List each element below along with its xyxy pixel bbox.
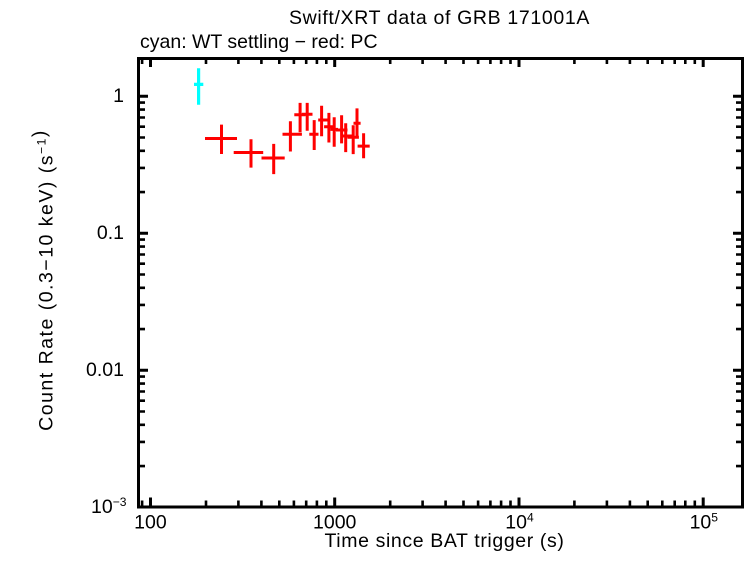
svg-text:105: 105: [690, 511, 719, 534]
svg-text:1000: 1000: [313, 512, 357, 534]
svg-text:100: 100: [134, 512, 167, 534]
svg-text:Swift/XRT data of GRB 171001A: Swift/XRT data of GRB 171001A: [289, 7, 590, 29]
svg-text:0.1: 0.1: [97, 222, 124, 244]
svg-text:Time since BAT trigger (s): Time since BAT trigger (s): [324, 530, 564, 552]
svg-text:cyan: WT settling − red: PC: cyan: WT settling − red: PC: [140, 31, 378, 53]
svg-text:1: 1: [113, 85, 124, 107]
svg-text:0.01: 0.01: [86, 359, 124, 381]
svg-text:104: 104: [505, 511, 534, 534]
